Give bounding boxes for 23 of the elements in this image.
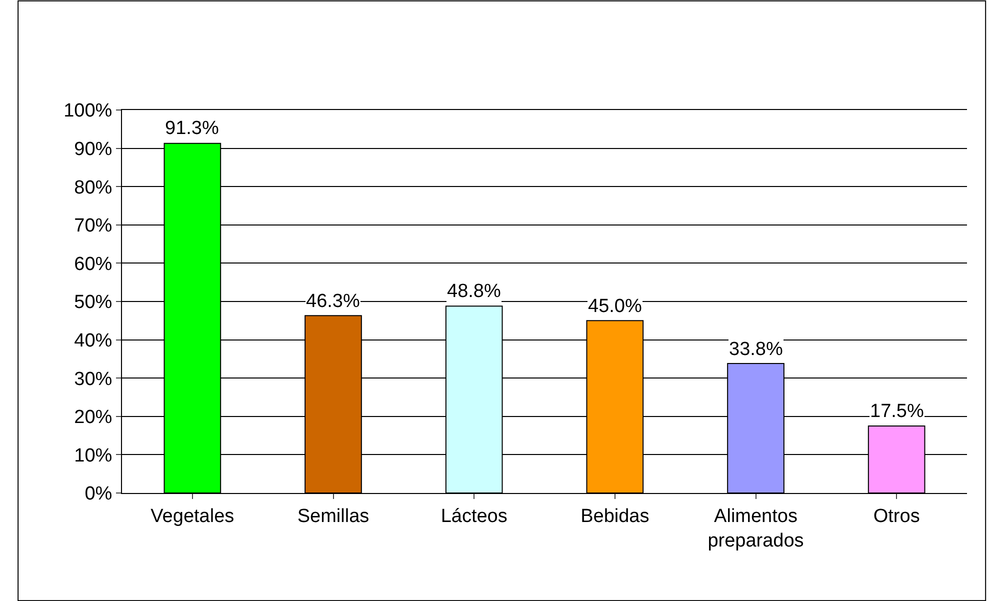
data-label: 46.3% [306, 291, 360, 312]
y-tick-label: 20% [74, 407, 112, 428]
x-tick-label: Alimentos preparados [708, 506, 804, 552]
x-tick-label: Vegetales [150, 506, 234, 527]
x-tick-label: Bebidas [580, 506, 650, 527]
y-tick-label: 90% [74, 138, 112, 160]
y-tick-label: 80% [74, 177, 112, 198]
y-tick-label: 70% [74, 216, 112, 237]
y-tick-label: 40% [74, 330, 112, 352]
data-label: 91.3% [165, 118, 219, 139]
x-tick-label: Lácteos [440, 506, 508, 527]
data-label: 17.5% [870, 401, 924, 422]
y-tick-label: 0% [84, 484, 112, 505]
x-tick-label: Otros [873, 506, 920, 527]
x-tick-label: Semillas [297, 506, 370, 527]
y-tick-label: 50% [74, 292, 112, 314]
data-label: 45.0% [588, 296, 642, 317]
y-tick-label: 10% [74, 445, 112, 466]
y-tick-label: 30% [74, 368, 112, 390]
y-tick-label: 60% [74, 254, 112, 275]
y-tick-label: 100% [64, 100, 112, 122]
data-label: 48.8% [447, 281, 501, 302]
data-label: 33.8% [729, 339, 783, 360]
